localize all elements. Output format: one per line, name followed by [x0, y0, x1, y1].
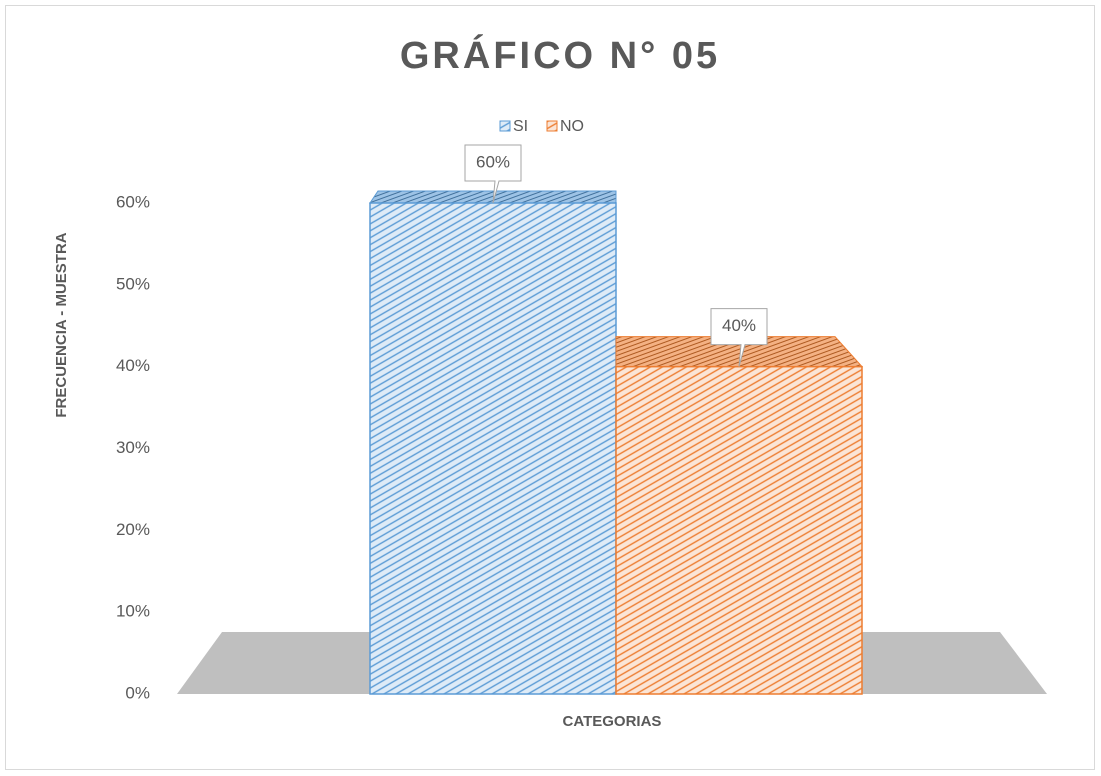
legend-label: NO	[560, 118, 584, 135]
chart-title: GRÁFICO N° 05	[400, 33, 720, 77]
y-tick-label: 10%	[116, 602, 150, 621]
data-label: 40%	[722, 316, 756, 335]
x-axis-title: CATEGORIAS	[563, 713, 662, 730]
y-tick-label: 50%	[116, 274, 150, 293]
y-tick-label: 60%	[116, 192, 150, 211]
data-label: 60%	[476, 152, 510, 171]
y-tick-label: 0%	[125, 683, 150, 702]
data-label-callout	[464, 144, 522, 204]
y-tick-label: 40%	[116, 356, 150, 375]
y-tick-label: 30%	[116, 438, 150, 457]
legend-swatch	[546, 120, 558, 132]
bar	[615, 365, 863, 695]
legend-swatch	[499, 120, 511, 132]
y-tick-label: 20%	[116, 520, 150, 539]
y-axis-title: FRECUENCIA - MUESTRA	[53, 232, 70, 417]
legend-label: SI	[513, 118, 528, 135]
data-label-callout	[710, 308, 768, 367]
bar	[369, 202, 617, 695]
